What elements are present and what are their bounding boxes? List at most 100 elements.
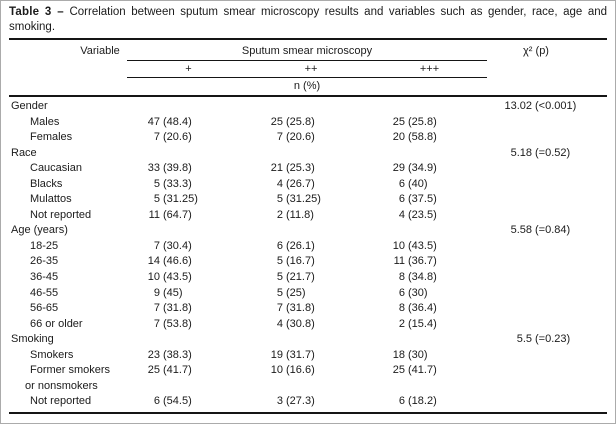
cell-percent: (=0.84)	[535, 224, 571, 237]
value-cell: 4 (30.8)	[250, 317, 372, 333]
value-cell	[250, 99, 372, 115]
value-cell: 4 (23.5)	[372, 208, 487, 224]
chi-square-cell	[487, 161, 607, 177]
value-cell: 18 (30)	[372, 348, 487, 364]
cell-percent: (27.3)	[286, 395, 315, 408]
value-cell: 11 (64.7)	[127, 208, 250, 224]
correlation-table: Variable Sputum smear microscopy χ² (p) …	[9, 38, 607, 414]
cell-percent: (31.8)	[163, 302, 192, 315]
cell-percent: (15.4)	[408, 317, 437, 330]
table-row: 66 or older 7 (53.8) 4 (30.8) 2 (15.4)	[9, 317, 607, 333]
row-label: 66 or older	[30, 317, 83, 330]
row-label: 56-65	[30, 302, 59, 315]
value-cell	[250, 332, 372, 348]
cell-percent: (37.5)	[408, 193, 437, 206]
cell-percent: (34.9)	[408, 162, 437, 175]
header-row-3: n (%)	[9, 78, 607, 95]
value-cell: 6 (30)	[372, 286, 487, 302]
chi-square-cell	[487, 239, 607, 255]
value-cell: 6 (54.5)	[127, 394, 250, 410]
cell-count: 19	[270, 348, 283, 361]
cell-percent: (31.25)	[163, 193, 198, 206]
cell-percent: (53.8)	[163, 317, 192, 330]
value-cell: 7 (20.6)	[127, 130, 250, 146]
cell-count: 7	[153, 131, 160, 144]
cell-count: 33	[147, 162, 160, 175]
value-cell: 7 (31.8)	[250, 301, 372, 317]
table-row: Not reported 6 (54.5) 3 (27.3) 6 (18.2)	[9, 394, 607, 410]
table-caption: Table 3 – Correlation between sputum sme…	[9, 5, 607, 35]
cell-percent: (30)	[408, 348, 428, 361]
value-cell: 3 (27.3)	[250, 394, 372, 410]
value-cell	[250, 146, 372, 162]
group-row: Race 5.18 (=0.52)	[9, 146, 607, 162]
cell-percent: (<0.001)	[535, 100, 577, 112]
cell-count: 5	[276, 255, 283, 268]
header-spacer	[487, 80, 607, 92]
row-label: 46-55	[30, 286, 59, 299]
cell-percent: (41.7)	[163, 364, 192, 377]
cell-percent: (36.4)	[408, 302, 437, 315]
cell-percent: (54.5)	[163, 395, 192, 408]
chi-square-cell: 5.18 (=0.52)	[487, 146, 607, 162]
table-row: 18-25 7 (30.4) 6 (26.1) 10 (43.5)	[9, 239, 607, 255]
table-header: Variable Sputum smear microscopy χ² (p) …	[9, 40, 607, 97]
cell-count: 10	[392, 239, 405, 252]
row-label: Blacks	[30, 177, 63, 190]
cell-percent: (48.4)	[163, 115, 192, 128]
value-cell	[127, 379, 250, 395]
row-label: Race	[11, 146, 37, 159]
value-cell	[372, 223, 487, 239]
caption-line-2: smoking.	[9, 21, 56, 33]
cell-percent: (25)	[286, 286, 306, 299]
cell-count: 5.18	[510, 146, 532, 159]
row-label: Smoking	[11, 333, 54, 346]
caption-text: Correlation between sputum smear microsc…	[69, 6, 608, 18]
cell-count: 10	[270, 364, 283, 377]
cell-percent: (31.7)	[286, 348, 315, 361]
value-cell: 4 (26.7)	[250, 177, 372, 193]
header-spacer	[9, 61, 127, 78]
value-cell	[372, 332, 487, 348]
cell-percent: (26.7)	[286, 177, 315, 190]
chi-square-cell	[487, 379, 607, 395]
value-cell	[127, 332, 250, 348]
cell-percent: (45)	[163, 286, 183, 299]
row-label: or nonsmokers	[25, 379, 98, 392]
value-cell: 7 (30.4)	[127, 239, 250, 255]
table-row: Smokers 23 (38.3) 19 (31.7) 18 (30)	[9, 348, 607, 364]
cell-count: 5	[276, 193, 283, 206]
group-row: Smoking 5.5 (=0.23)	[9, 332, 607, 348]
cell-percent: (38.3)	[163, 348, 192, 361]
cell-percent: (25.8)	[408, 115, 437, 128]
row-label: Females	[30, 131, 73, 144]
cell-percent: (64.7)	[163, 208, 192, 221]
table-row: 26-35 14 (46.6) 5 (16.7) 11 (36.7)	[9, 254, 607, 270]
row-label: Males	[30, 115, 60, 128]
cell-count: 5	[153, 193, 160, 206]
value-cell: 7 (20.6)	[250, 130, 372, 146]
value-cell: 5 (31.25)	[127, 192, 250, 208]
cell-count: 5	[276, 286, 283, 299]
value-cell: 8 (36.4)	[372, 301, 487, 317]
table-row: 36-45 10 (43.5) 5 (21.7) 8 (34.8)	[9, 270, 607, 286]
cell-count: 6	[153, 395, 160, 408]
cell-count: 25	[147, 364, 160, 377]
cell-count: 7	[276, 131, 283, 144]
cell-percent: (18.2)	[408, 395, 437, 408]
row-label: Age (years)	[11, 224, 68, 237]
cell-count: 4	[276, 317, 283, 330]
table-row: Caucasian 33 (39.8) 21 (25.3) 29 (34.9)	[9, 161, 607, 177]
chi-square-cell	[487, 208, 607, 224]
value-cell: 5 (25)	[250, 286, 372, 302]
cell-percent: (31.25)	[286, 193, 321, 206]
subcolumn-headers: + ++ +++	[127, 61, 487, 78]
chi-square-cell	[487, 115, 607, 131]
value-cell: 21 (25.3)	[250, 161, 372, 177]
cell-count: 13.02	[504, 100, 532, 112]
cell-percent: (20.6)	[163, 131, 192, 144]
value-cell: 5 (33.3)	[127, 177, 250, 193]
cell-percent: (25.3)	[286, 162, 315, 175]
chi-square-cell	[487, 317, 607, 333]
cell-percent: (43.5)	[163, 271, 192, 284]
